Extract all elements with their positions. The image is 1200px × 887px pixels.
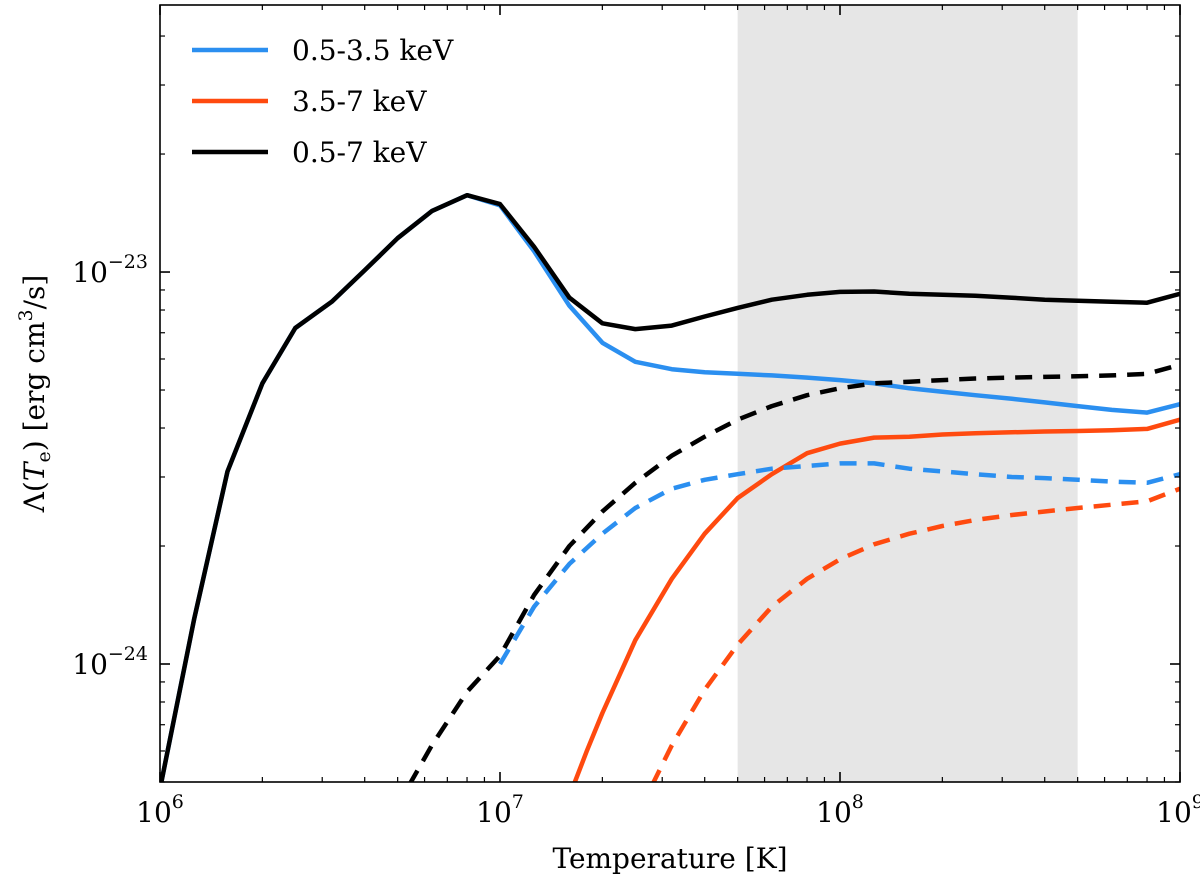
- x-tick-label: 108: [816, 791, 864, 829]
- series-line-3-5-7-kev-dashed: [651, 486, 1180, 782]
- legend-label-0-5-3-5-kev: 0.5-3.5 keV: [292, 34, 454, 67]
- legend-label-0-5-7-kev: 0.5-7 keV: [292, 136, 427, 169]
- x-tick-label: 107: [476, 791, 524, 829]
- y-tick-label: 10−23: [72, 251, 148, 289]
- legend: 0.5-3.5 keV 3.5-7 keV 0.5-7 keV: [192, 34, 454, 169]
- series-line-0-5-3-5-kev-dashed: [498, 461, 1180, 666]
- svg-text:Λ(Te) [erg cm3/s]: Λ(Te) [erg cm3/s]: [15, 275, 55, 514]
- series-line-0-5-7-kev: [160, 192, 1180, 782]
- legend-label-3-5-7-kev: 3.5-7 keV: [292, 85, 427, 118]
- y-axis-label: Λ(Te) [erg cm3/s]: [15, 275, 55, 514]
- x-tick-label: 106: [136, 791, 184, 829]
- y-tick-label: 10−24: [72, 643, 148, 681]
- series-line-3-5-7-kev: [572, 417, 1180, 782]
- series-line-0-5-7-kev-dashed: [408, 362, 1180, 782]
- x-tick-label: 109: [1156, 791, 1200, 829]
- plot-frame: [159, 4, 1181, 783]
- x-axis-label: Temperature [K]: [552, 842, 787, 875]
- shaded-region: [737, 5, 1078, 782]
